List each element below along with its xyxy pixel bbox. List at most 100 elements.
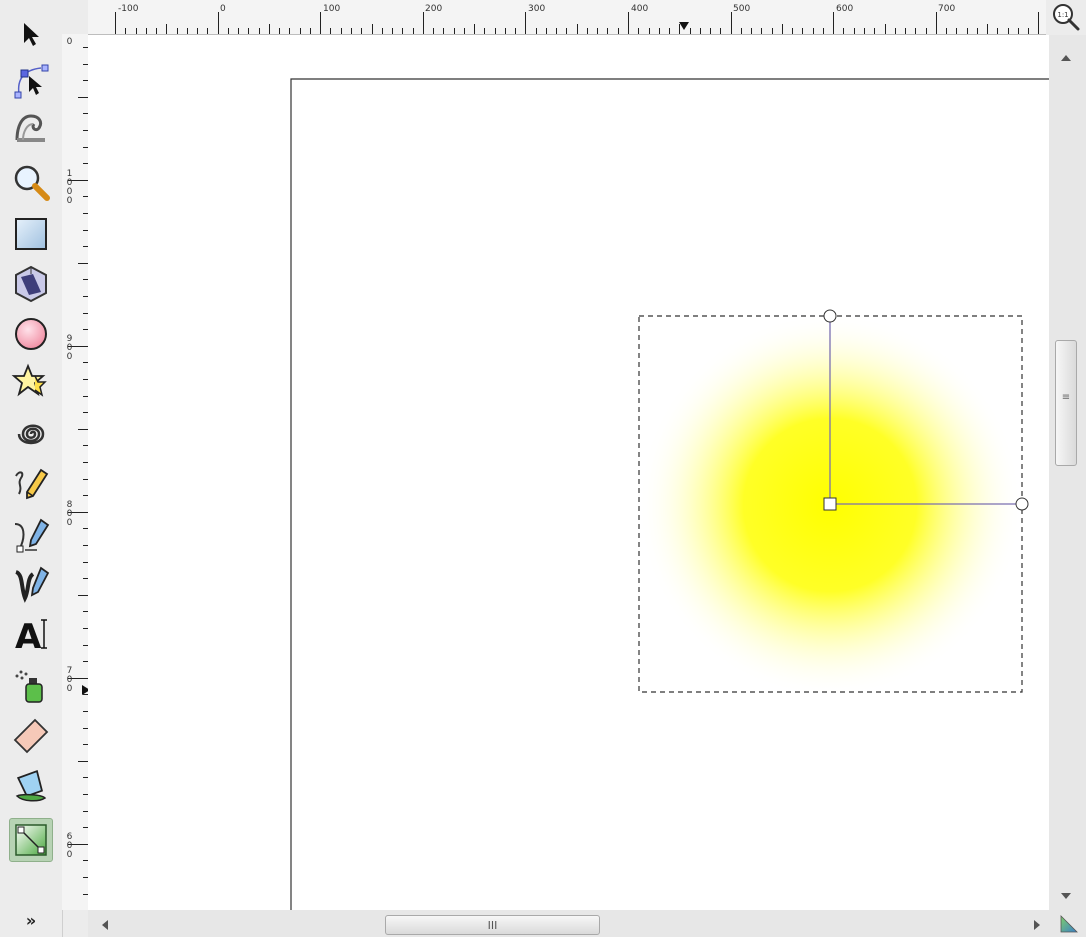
zoom-tool-button[interactable]	[9, 160, 53, 204]
ruler-tick	[78, 595, 88, 596]
ruler-tick	[146, 28, 147, 34]
ruler-tick	[669, 28, 670, 34]
ruler-tick	[300, 28, 301, 34]
ruler-tick	[556, 28, 557, 34]
star-tool-button[interactable]	[9, 360, 53, 404]
ruler-tick	[802, 28, 803, 34]
eraser-tool-button[interactable]	[9, 714, 53, 758]
gradient-stop-handle-top[interactable]	[823, 309, 837, 323]
ruler-tick	[83, 728, 88, 729]
ruler-tick	[464, 28, 465, 34]
ruler-tick	[187, 28, 188, 34]
scroll-grip-icon: III	[487, 919, 498, 932]
tweak-tool-button[interactable]	[9, 104, 53, 148]
vertical-scroll-thumb[interactable]: ≡	[1055, 340, 1077, 466]
ruler-tick	[68, 180, 88, 181]
ruler-tick	[83, 811, 88, 812]
ruler-tick	[83, 147, 88, 148]
ruler-tick	[402, 28, 403, 34]
ruler-tick	[78, 761, 88, 762]
ruler-tick	[83, 163, 88, 164]
ruler-tick	[83, 296, 88, 297]
drawing-canvas[interactable]	[88, 35, 1049, 910]
ruler-tick	[525, 12, 526, 34]
ruler-tick	[83, 362, 88, 363]
horizontal-ruler[interactable]: -100 0 100 200 300 400 500 600 700	[88, 0, 1046, 35]
ruler-tick	[83, 877, 88, 878]
page-border	[290, 78, 1049, 910]
scroll-left-arrow-icon[interactable]	[102, 920, 108, 930]
zoom-1-1-label: 1:1	[1057, 11, 1068, 19]
vertical-scrollbar[interactable]: ≡	[1049, 35, 1086, 910]
ruler-tick	[515, 28, 516, 34]
ruler-tick	[546, 28, 547, 34]
paint-bucket-icon	[15, 769, 47, 802]
ruler-tick	[83, 47, 88, 48]
ruler-tick	[259, 28, 260, 34]
ruler-tick	[474, 24, 475, 34]
ruler-label: -100	[118, 4, 139, 14]
pencil-icon	[15, 468, 49, 500]
horizontal-scroll-thumb[interactable]: III	[385, 915, 600, 935]
node-editor-icon	[14, 64, 49, 99]
arrow-pointer-icon	[24, 23, 39, 46]
ruler-tick	[833, 12, 834, 34]
spray-tool-button[interactable]	[9, 664, 53, 708]
ruler-tick	[392, 28, 393, 34]
gradient-center-handle[interactable]	[823, 497, 837, 511]
ruler-tick	[926, 28, 927, 34]
text-tool-button[interactable]: A	[9, 612, 53, 656]
pencil-tool-button[interactable]	[9, 462, 53, 506]
horizontal-scrollbar[interactable]: III	[88, 910, 1049, 937]
ruler-tick	[83, 80, 88, 81]
gradient-stop-handle-right[interactable]	[1015, 497, 1029, 511]
scroll-up-arrow-icon[interactable]	[1061, 55, 1071, 61]
ruler-tick	[68, 678, 88, 679]
ruler-label: 600	[836, 4, 854, 14]
ruler-tick	[361, 28, 362, 34]
calligraphy-tool-button[interactable]	[9, 562, 53, 606]
ruler-tick	[792, 28, 793, 34]
ruler-tick	[310, 28, 311, 34]
star-icon	[11, 363, 47, 397]
ruler-tick	[905, 28, 906, 34]
ruler-tick	[83, 827, 88, 828]
ruler-tick	[238, 28, 239, 34]
ruler-tick	[843, 28, 844, 34]
scroll-down-arrow-icon[interactable]	[1061, 893, 1071, 899]
ruler-tick	[207, 28, 208, 34]
ruler-tick	[68, 844, 88, 845]
scroll-grip-icon: ≡	[1061, 392, 1071, 403]
paint-bucket-tool-button[interactable]	[9, 764, 53, 808]
3d-box-tool-button[interactable]	[9, 262, 53, 306]
selector-tool-button[interactable]	[9, 12, 53, 56]
ruler-tick	[628, 12, 629, 34]
ruler-tick	[443, 28, 444, 34]
color-management-icon[interactable]	[1049, 910, 1086, 937]
ruler-tick	[83, 64, 88, 65]
node-tool-button[interactable]	[9, 58, 53, 102]
ruler-tick	[956, 28, 957, 34]
ruler-tick	[413, 28, 414, 34]
zoom-1-1-button[interactable]: 1:1	[1046, 0, 1086, 34]
pen-bezier-icon	[14, 518, 50, 553]
scroll-right-arrow-icon[interactable]	[1034, 920, 1040, 930]
svg-text:A: A	[15, 617, 42, 654]
ruler-tick	[83, 329, 88, 330]
ellipse-tool-button[interactable]	[9, 312, 53, 356]
gradient-tool-button[interactable]	[9, 818, 53, 862]
rectangle-tool-button[interactable]	[9, 212, 53, 256]
pen-tool-button[interactable]	[9, 514, 53, 558]
ruler-tick	[83, 230, 88, 231]
ruler-tick	[731, 12, 732, 34]
toolbox-more-button[interactable]: »	[25, 910, 37, 930]
ruler-tick	[83, 860, 88, 861]
ruler-tick	[83, 246, 88, 247]
spiral-tool-button[interactable]	[9, 412, 53, 456]
ruler-tick	[83, 196, 88, 197]
ruler-tick	[83, 495, 88, 496]
ruler-tick	[279, 28, 280, 34]
ruler-tick	[885, 24, 886, 34]
